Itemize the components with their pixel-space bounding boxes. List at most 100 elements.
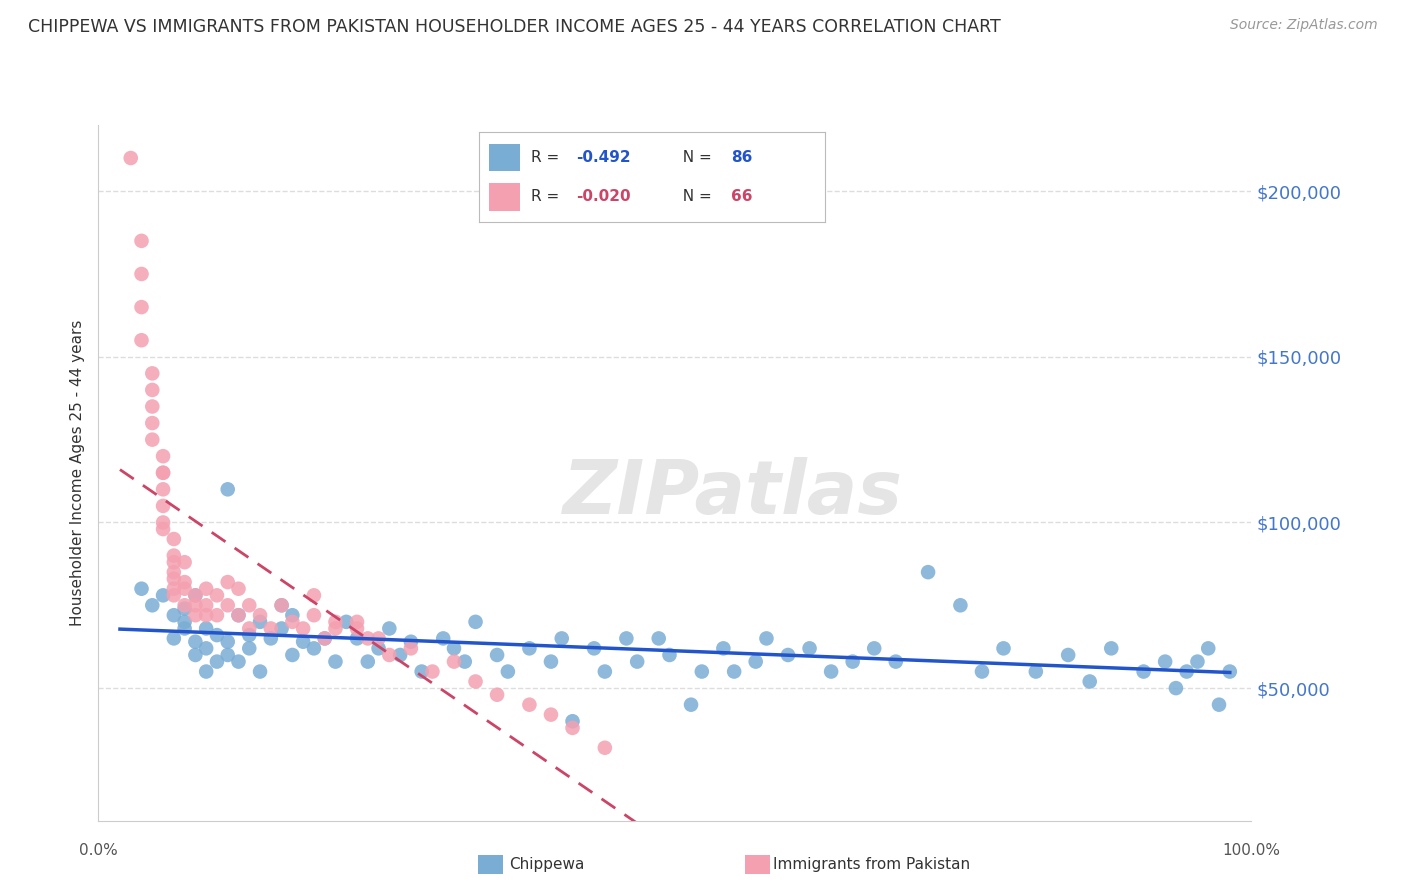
Point: [540, 707, 562, 722]
Point: [292, 634, 315, 648]
Text: 0.0%: 0.0%: [79, 843, 118, 858]
Point: [131, 582, 153, 596]
Point: [679, 698, 702, 712]
Point: [367, 632, 389, 646]
Point: [173, 555, 195, 569]
Point: [1164, 681, 1187, 695]
Point: [163, 582, 186, 596]
Point: [184, 648, 207, 662]
Point: [173, 615, 195, 629]
Point: [141, 416, 163, 430]
Point: [270, 599, 292, 613]
Point: [184, 588, 207, 602]
Point: [184, 599, 207, 613]
Point: [325, 622, 347, 636]
Text: 100.0%: 100.0%: [1222, 843, 1281, 858]
Point: [367, 641, 389, 656]
Point: [658, 648, 681, 662]
Point: [335, 615, 357, 629]
Point: [690, 665, 713, 679]
Point: [281, 608, 304, 623]
Point: [561, 714, 583, 729]
Point: [152, 516, 174, 530]
Point: [173, 622, 195, 636]
Point: [711, 641, 734, 656]
Point: [561, 721, 583, 735]
Point: [260, 622, 283, 636]
Point: [917, 565, 939, 579]
Point: [260, 632, 283, 646]
Point: [205, 655, 228, 669]
Point: [152, 466, 174, 480]
Point: [551, 632, 574, 646]
Point: [302, 608, 325, 623]
Point: [346, 632, 368, 646]
Point: [173, 582, 195, 596]
Point: [163, 565, 186, 579]
Point: [1175, 665, 1198, 679]
Point: [841, 655, 863, 669]
Point: [496, 665, 519, 679]
Point: [238, 622, 260, 636]
Point: [217, 599, 239, 613]
Point: [583, 641, 606, 656]
Point: [131, 300, 153, 314]
Point: [195, 599, 218, 613]
Point: [540, 655, 562, 669]
Text: CHIPPEWA VS IMMIGRANTS FROM PAKISTAN HOUSEHOLDER INCOME AGES 25 - 44 YEARS CORRE: CHIPPEWA VS IMMIGRANTS FROM PAKISTAN HOU…: [28, 18, 1001, 36]
Point: [120, 151, 142, 165]
Point: [228, 608, 250, 623]
Point: [454, 655, 477, 669]
Point: [1187, 655, 1209, 669]
Point: [519, 641, 541, 656]
Point: [163, 549, 186, 563]
Point: [249, 608, 271, 623]
Point: [163, 555, 186, 569]
Point: [217, 483, 239, 497]
Point: [346, 622, 368, 636]
Point: [195, 608, 218, 623]
Point: [399, 641, 422, 656]
Point: [993, 641, 1015, 656]
Point: [1154, 655, 1177, 669]
Point: [863, 641, 886, 656]
Point: [228, 655, 250, 669]
Point: [281, 648, 304, 662]
Point: [820, 665, 842, 679]
Point: [217, 575, 239, 590]
Point: [249, 615, 271, 629]
Point: [249, 665, 271, 679]
Point: [949, 599, 972, 613]
Point: [443, 641, 465, 656]
Text: Source: ZipAtlas.com: Source: ZipAtlas.com: [1230, 18, 1378, 32]
Point: [723, 665, 745, 679]
Point: [205, 628, 228, 642]
Point: [131, 234, 153, 248]
Point: [152, 449, 174, 463]
Point: [464, 615, 486, 629]
Point: [486, 648, 509, 662]
Point: [755, 632, 778, 646]
Point: [325, 615, 347, 629]
Point: [152, 499, 174, 513]
Text: Immigrants from Pakistan: Immigrants from Pakistan: [773, 857, 970, 871]
Point: [141, 599, 163, 613]
Point: [389, 648, 412, 662]
Point: [205, 608, 228, 623]
Point: [399, 634, 422, 648]
Point: [970, 665, 993, 679]
Point: [1025, 665, 1047, 679]
Point: [195, 641, 218, 656]
Text: ZIPatlas: ZIPatlas: [562, 457, 903, 530]
Point: [776, 648, 799, 662]
Point: [626, 655, 648, 669]
Point: [217, 648, 239, 662]
Point: [292, 622, 315, 636]
Point: [152, 483, 174, 497]
Point: [238, 628, 260, 642]
Point: [238, 641, 260, 656]
Point: [799, 641, 821, 656]
Point: [593, 740, 616, 755]
Point: [648, 632, 671, 646]
Point: [281, 615, 304, 629]
